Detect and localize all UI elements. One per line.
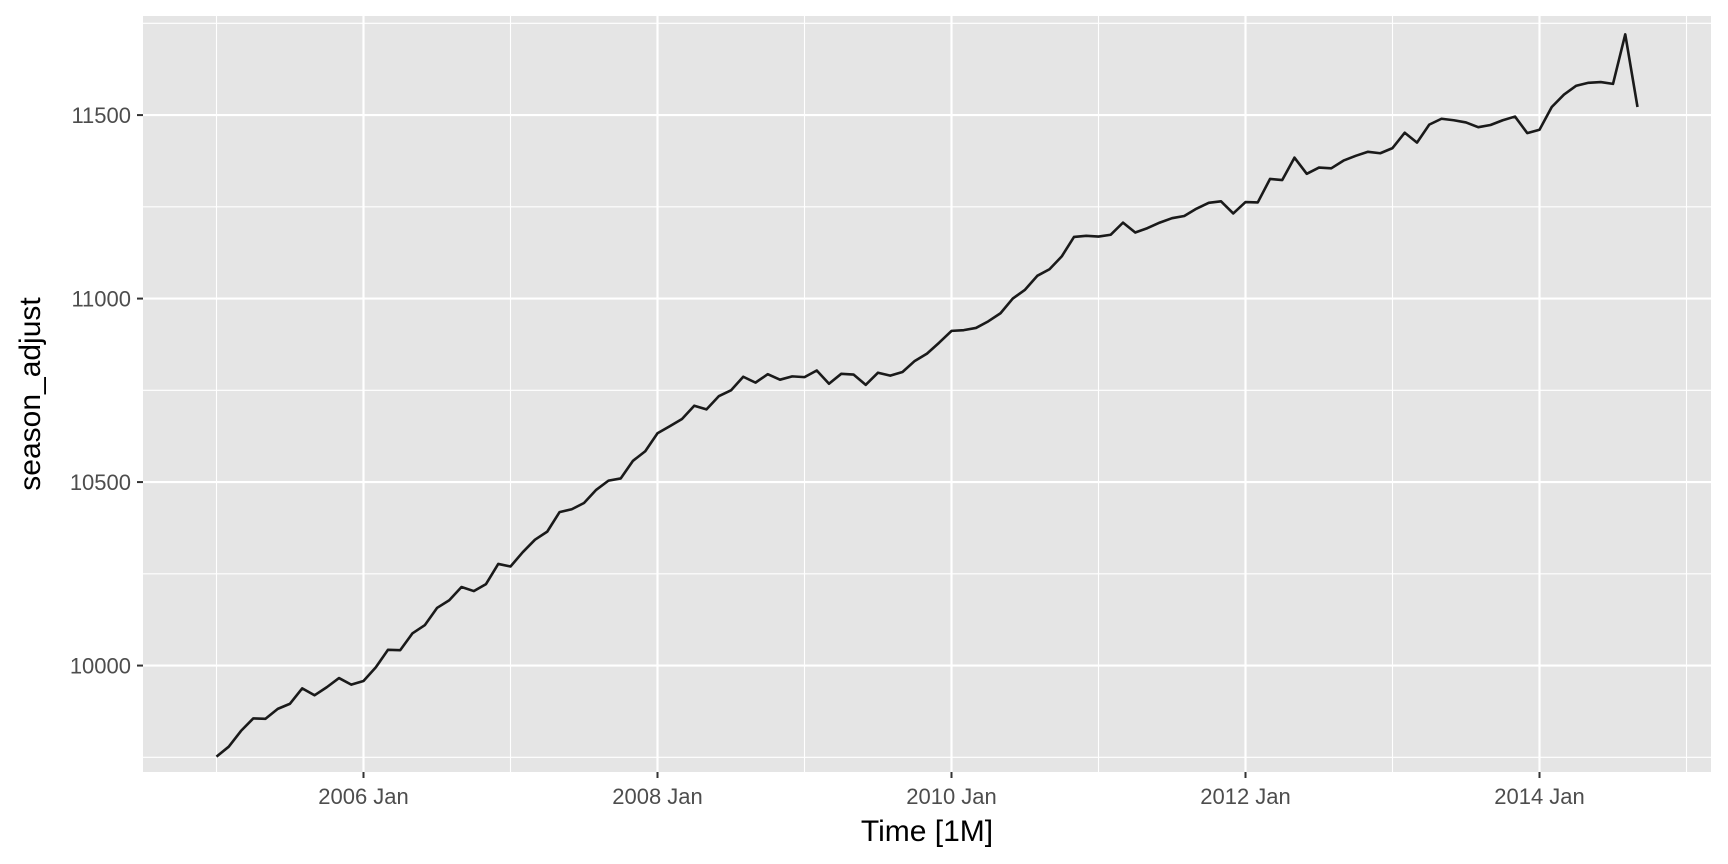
series-line (215, 33, 1639, 758)
x-tick-labels: 2006 Jan 2008 Jan 2010 Jan 2012 Jan 2014 Jan (318, 784, 1585, 809)
y-tick-labels: 10000 10500 11000 11500 (70, 103, 131, 678)
x-tick-label: 2008 Jan (612, 784, 703, 809)
x-tick-label: 2010 Jan (906, 784, 997, 809)
y-tick-label: 11000 (71, 287, 131, 312)
x-tick-label: 2014 Jan (1494, 784, 1585, 809)
x-tick-label: 2012 Jan (1200, 784, 1291, 809)
plot-panel (143, 16, 1711, 772)
y-axis-title: season_adjust (14, 297, 47, 491)
minor-grid (143, 16, 1711, 772)
y-tick-label: 11500 (71, 103, 131, 128)
major-grid (143, 16, 1711, 772)
y-tick-label: 10500 (70, 470, 131, 495)
y-tick-label: 10000 (70, 654, 131, 679)
x-tick-label: 2006 Jan (318, 784, 409, 809)
series-layer (215, 33, 1639, 758)
x-axis-title: Time [1M] (861, 815, 993, 848)
axis-ticks (137, 114, 1541, 778)
